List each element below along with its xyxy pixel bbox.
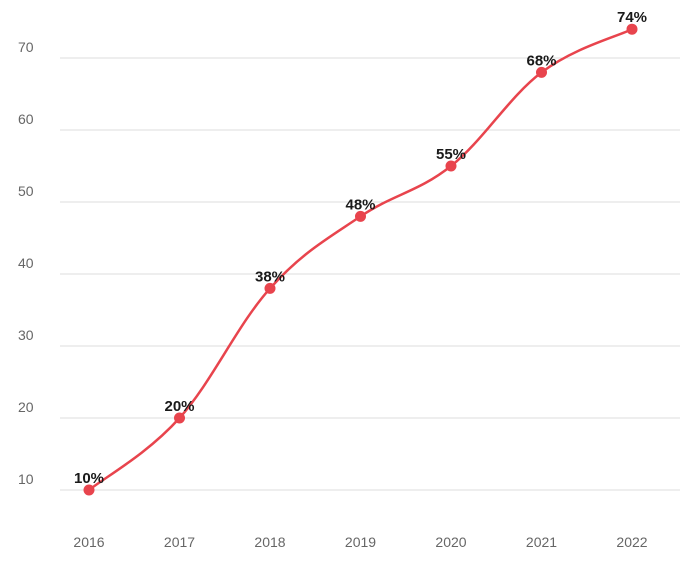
data-point <box>626 23 638 35</box>
x-tick-label: 2022 <box>616 534 647 550</box>
y-tick-label: 30 <box>18 327 34 343</box>
data-point <box>264 282 276 294</box>
data-label: 20% <box>164 398 194 415</box>
y-tick-label: 50 <box>18 183 34 199</box>
gridlines <box>60 57 680 491</box>
series-line <box>88 28 633 491</box>
data-label: 38% <box>255 268 285 285</box>
data-point <box>445 160 457 172</box>
x-tick-label: 2016 <box>73 534 104 550</box>
data-point <box>83 484 95 496</box>
x-tick-label: 2019 <box>345 534 376 550</box>
y-axis-ticks: 10 20 30 40 50 60 70 <box>18 39 34 487</box>
data-point <box>536 66 547 78</box>
y-tick-label: 70 <box>18 39 34 55</box>
y-tick-label: 20 <box>18 399 34 415</box>
x-tick-label: 2018 <box>254 534 285 550</box>
x-tick-label: 2020 <box>435 534 466 550</box>
data-point <box>355 210 366 222</box>
x-tick-label: 2021 <box>526 534 557 550</box>
data-label: 55% <box>436 146 466 163</box>
data-label: 48% <box>345 196 375 213</box>
data-label: 68% <box>526 52 556 69</box>
x-axis-ticks: 2016 2017 2018 2019 2020 2021 2022 <box>73 534 647 550</box>
y-tick-label: 40 <box>18 255 34 271</box>
y-tick-label: 60 <box>18 111 34 127</box>
series <box>83 23 638 496</box>
x-tick-label: 2017 <box>164 534 195 550</box>
data-label: 74% <box>617 9 647 26</box>
data-point <box>174 412 185 424</box>
data-labels: 10% 20% 38% 48% 55% 68% 74% <box>74 9 647 487</box>
y-tick-label: 10 <box>18 471 34 487</box>
data-label: 10% <box>74 470 104 487</box>
